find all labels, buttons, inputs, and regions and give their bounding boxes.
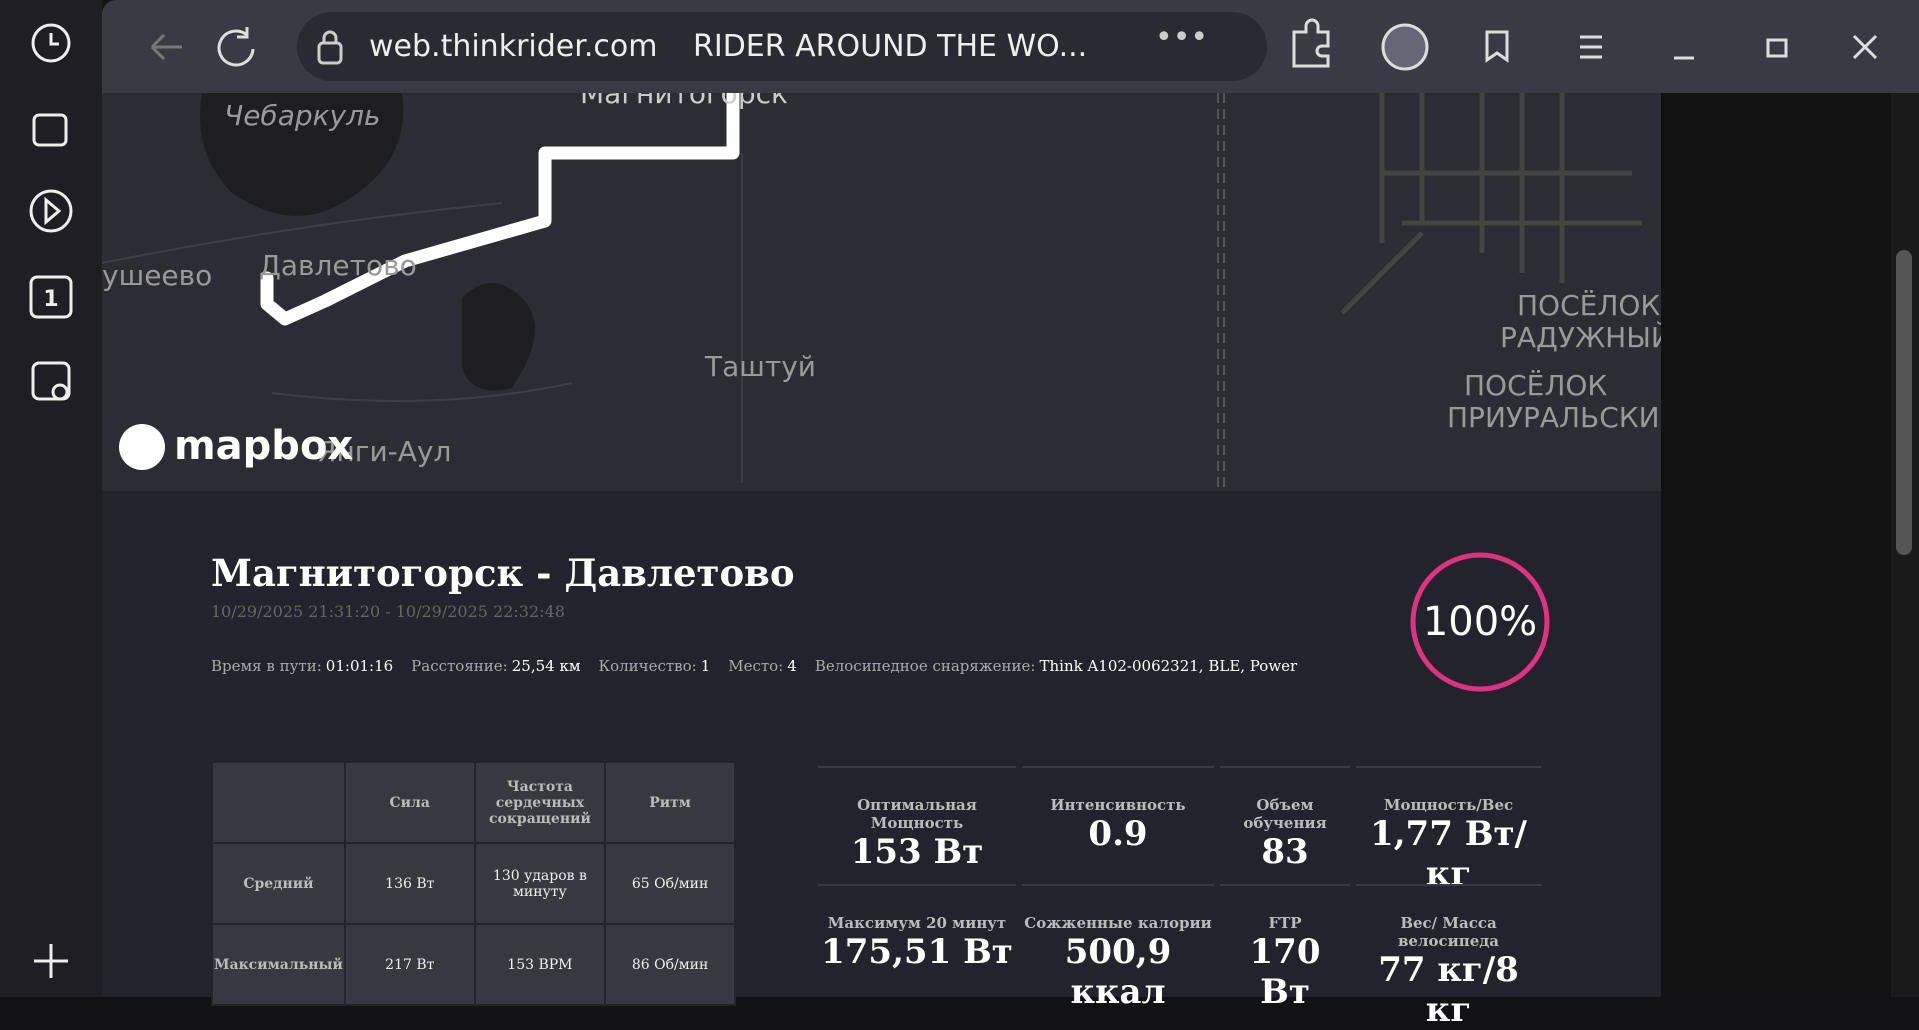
map-label: ПРИУРАЛЬСКИ	[1447, 401, 1660, 434]
metric: Интенсивность 0.9	[1022, 766, 1214, 884]
metric-value: 153 Вт	[850, 832, 984, 872]
collections-icon[interactable]	[32, 113, 68, 147]
map-canvas: Чебаркуль Магнитогорск ушеево Давлетово …	[101, 77, 1672, 491]
mapbox-logo	[119, 424, 165, 470]
mapbox-attribution: mapbox	[174, 423, 353, 469]
scroll-thumb[interactable]	[1896, 250, 1912, 555]
activity-title: Магнитогорск - Давлетово	[211, 551, 795, 595]
table-cell: 217 Вт	[343, 923, 476, 1006]
profile-avatar[interactable]	[1381, 23, 1429, 71]
stat-value: 1	[700, 657, 711, 675]
table-cell: Максимальный	[211, 923, 346, 1006]
sidebar: 1	[0, 0, 102, 997]
map-label: РАДУЖНЫЙ	[1500, 320, 1661, 354]
back-button[interactable]	[150, 33, 182, 61]
stat-label: Место:	[728, 657, 784, 675]
metric: Объем обучения 83	[1220, 766, 1350, 884]
stats-line: Время в пути: 01:01:16 Расстояние: 25,54 км…	[211, 657, 1297, 675]
stat-value: 01:01:16	[325, 657, 394, 675]
map[interactable]: Чебаркуль Магнитогорск ушеево Давлетово …	[101, 77, 1672, 491]
history-icon[interactable]	[31, 23, 71, 63]
reload-button[interactable]	[217, 27, 255, 67]
content: Магнитогорск - Давлетово 10/29/2025 21:3…	[102, 491, 1661, 1030]
side-panel	[1661, 93, 1891, 997]
metric-label: Сожженные калории	[1024, 914, 1212, 932]
metric-value: 77 кг/8 кг	[1378, 950, 1519, 1030]
header-cell: Частота сердечных сокращений	[473, 761, 607, 844]
stat-value: Think A102-0062321, BLE, Power	[1039, 657, 1298, 675]
stat-value: 25,54 км	[511, 657, 581, 675]
table-row: Максимальный 217 Вт 153 BPM 86 Об/мин	[211, 923, 736, 1006]
stat-label: Велосипедное снаряжение:	[814, 657, 1036, 675]
metric-label: Интенсивность	[1050, 796, 1186, 814]
map-label: Таштуй	[704, 350, 816, 383]
header-cell: Ритм	[604, 761, 736, 844]
screenshot-icon[interactable]	[31, 361, 71, 401]
metric-label: Вес/ Масса велосипеда	[1397, 914, 1500, 950]
map-label: Магнитогорск	[580, 93, 788, 110]
stat-value: 4	[787, 657, 797, 675]
tab-counter: 1	[43, 287, 58, 312]
sidebar-icons: 1	[29, 23, 73, 978]
metric-value: 1,77 Вт/кг	[1370, 814, 1527, 894]
table-row: Средний 136 Вт 130 ударов в минуту 65 Об/ми…	[211, 842, 736, 925]
header-cell	[211, 761, 346, 844]
metric-label: FTP	[1268, 914, 1302, 932]
reading-list[interactable]	[1485, 30, 1509, 63]
completion: 100%	[1423, 599, 1537, 645]
metric: Вес/ Масса велосипеда 77 кг/8 кг	[1356, 884, 1541, 1030]
restore-button[interactable]	[1766, 38, 1788, 58]
add-icon[interactable]	[34, 944, 68, 978]
more-button[interactable]: •••	[1155, 20, 1209, 55]
metric: Сожженные калории 500,9 ккал	[1022, 884, 1214, 1012]
tab-counter-icon[interactable]	[29, 275, 73, 319]
summary-table: Сила Частота сердечных сокращений Ритм Сред…	[211, 761, 736, 1006]
stat-label: Расстояние:	[411, 657, 508, 675]
map-label: Янги-Аул	[317, 435, 451, 468]
address-bar[interactable]: web.thinkrider.com RIDER AROUND THE WO..…	[297, 12, 1267, 81]
metric-value: 170 Вт	[1249, 932, 1321, 1012]
metric: Максимум 20 минут 175,51 Вт	[818, 884, 1016, 1002]
extensions-button[interactable]	[1292, 18, 1330, 68]
table-cell: Средний	[211, 842, 346, 925]
metric: FTP 170 Вт	[1220, 884, 1350, 1012]
stat-label: Время в пути:	[211, 657, 322, 675]
table-cell: 153 BPM	[473, 923, 607, 1006]
metric-value: 0.9	[1088, 814, 1148, 854]
metric-value: 175,51 Вт	[821, 932, 1013, 972]
metric-value: 500,9 ккал	[1064, 932, 1172, 1012]
route	[260, 86, 740, 326]
map-label: Чебаркуль	[224, 99, 381, 132]
metric-value: 83	[1261, 832, 1309, 872]
table-cell: 65 Об/мин	[604, 842, 736, 925]
metric-label: Объем обучения	[1243, 796, 1327, 832]
metric-label: Максимум 20 минут	[827, 914, 1007, 932]
completion-ring: 100%	[1410, 552, 1550, 692]
header-cell: Сила	[343, 761, 476, 844]
metric-label: Оптимальная Мощность	[857, 796, 977, 832]
map-label: Давлетово	[259, 249, 417, 282]
tab-title: RIDER AROUND THE WO...	[693, 29, 1088, 64]
table-cell: 86 Об/мин	[604, 923, 736, 1006]
metric-label: Мощность/Вес	[1383, 796, 1514, 814]
lock-icon	[317, 30, 343, 65]
metric: Оптимальная Мощность 153 Вт	[818, 766, 1016, 884]
video-icon[interactable]	[29, 189, 73, 233]
table-header: Сила Частота сердечных сокращений Ритм	[211, 761, 736, 844]
close-button[interactable]	[1852, 34, 1878, 60]
stat-label: Количество:	[598, 657, 697, 675]
date-range: 10/29/2025 21:31:20 - 10/29/2025 22:32:4…	[211, 602, 565, 621]
metric: Мощность/Вес 1,77 Вт/кг	[1356, 766, 1541, 894]
map-label: ПОСЁЛОК	[1464, 369, 1607, 402]
map-label: ПОСЁЛОК	[1517, 289, 1660, 322]
menu-button[interactable]	[1580, 35, 1602, 59]
table-cell: 136 Вт	[343, 842, 476, 925]
url: web.thinkrider.com	[369, 29, 658, 64]
map-label: ушеево	[102, 259, 212, 292]
table-cell: 130 ударов в минуту	[473, 842, 607, 925]
